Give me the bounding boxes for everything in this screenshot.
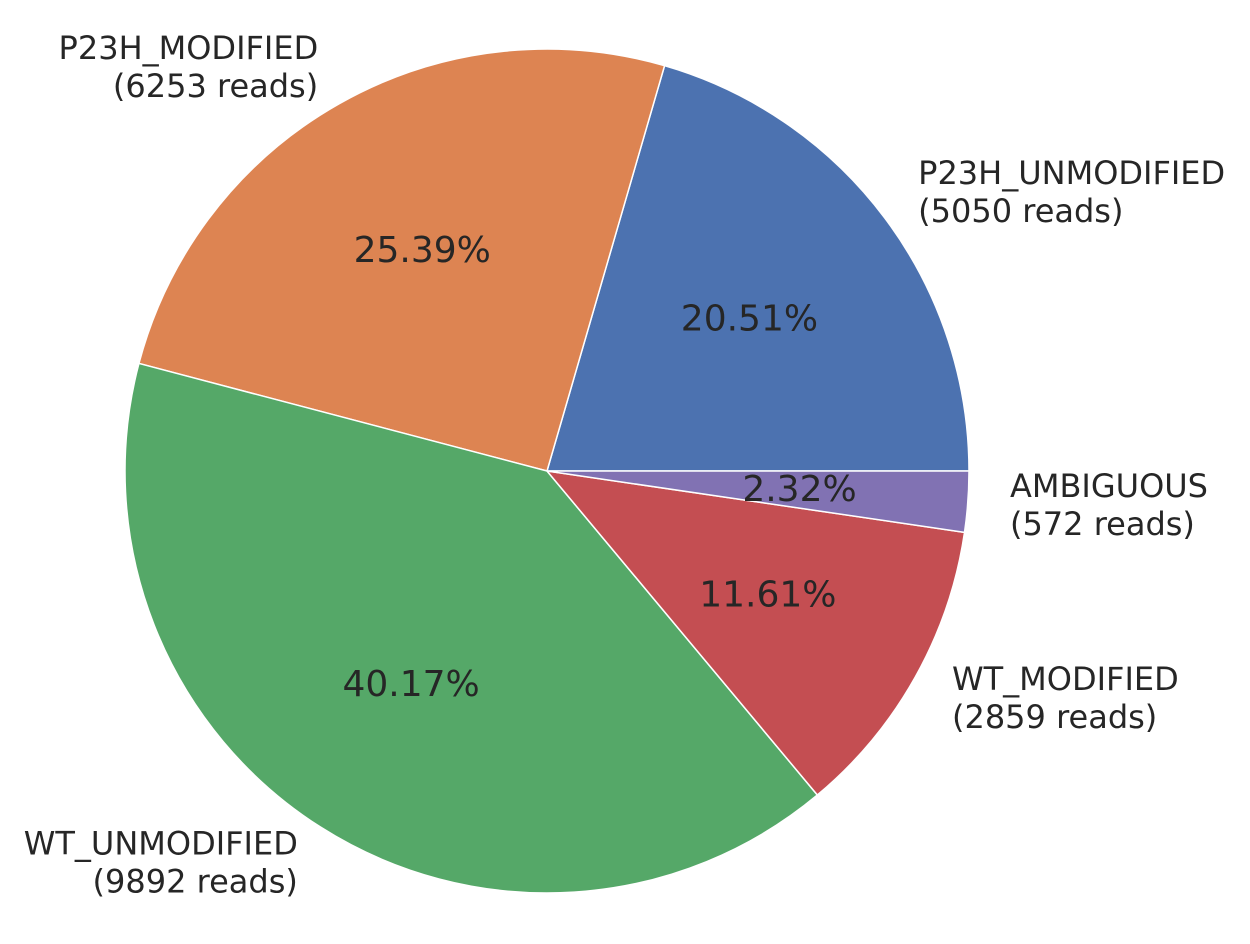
percent-label-wt-unmodified: 40.17% xyxy=(342,664,479,705)
category-label-p23h-unmodified: P23H_UNMODIFIED (5050 reads) xyxy=(918,154,1225,230)
category-count: (6253 reads) xyxy=(113,67,318,105)
percent-label-p23h-unmodified: 20.51% xyxy=(681,298,818,339)
category-label-p23h-modified: P23H_MODIFIED (6253 reads) xyxy=(59,29,319,105)
pie-slices xyxy=(124,48,970,894)
category-name: P23H_UNMODIFIED xyxy=(918,154,1225,192)
pie-slice-ambiguous xyxy=(546,470,970,534)
category-count: (572 reads) xyxy=(1010,505,1195,543)
pie-slice-p23h-unmodified xyxy=(546,64,970,472)
category-label-wt-unmodified: WT_UNMODIFIED (9892 reads) xyxy=(24,825,298,901)
percent-label-p23h-modified: 25.39% xyxy=(354,230,491,271)
category-label-wt-modified: WT_MODIFIED (2859 reads) xyxy=(952,660,1179,736)
category-count: (5050 reads) xyxy=(918,192,1123,230)
category-name: WT_UNMODIFIED xyxy=(24,825,298,863)
percent-label-ambiguous: 2.32% xyxy=(742,469,856,510)
percent-labels: 20.51% 25.39% 40.17% 11.61% 2.32% xyxy=(342,230,856,705)
category-name: AMBIGUOUS xyxy=(1010,467,1208,505)
category-label-ambiguous: AMBIGUOUS (572 reads) xyxy=(1010,467,1208,543)
pie-slice-wt-modified xyxy=(545,469,966,797)
pie-slice-p23h-modified xyxy=(138,48,666,472)
category-count: (9892 reads) xyxy=(93,863,298,901)
category-count: (2859 reads) xyxy=(952,698,1157,736)
category-name: P23H_MODIFIED xyxy=(59,29,319,67)
category-name: WT_MODIFIED xyxy=(952,660,1179,698)
percent-label-wt-modified: 11.61% xyxy=(699,574,836,615)
pie-slice-wt-unmodified xyxy=(124,362,819,894)
category-labels: P23H_UNMODIFIED (5050 reads) P23H_MODIFIED… xyxy=(24,29,1225,901)
